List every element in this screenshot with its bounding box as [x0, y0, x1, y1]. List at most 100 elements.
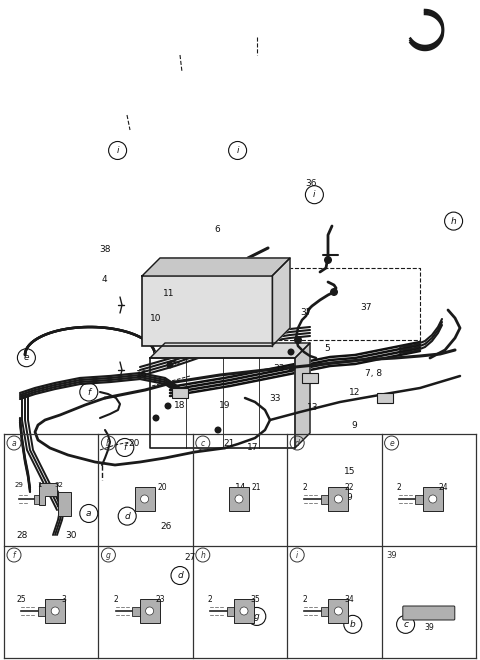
Text: 14: 14	[235, 482, 247, 492]
Text: 9: 9	[351, 420, 357, 430]
Text: 6: 6	[214, 225, 220, 234]
FancyBboxPatch shape	[423, 487, 443, 511]
Text: h: h	[451, 216, 456, 226]
Text: 21: 21	[223, 438, 235, 447]
Text: 13: 13	[307, 403, 319, 412]
Text: i: i	[313, 190, 316, 199]
Text: 39: 39	[386, 550, 397, 560]
Text: 26: 26	[160, 522, 171, 531]
Text: 37: 37	[300, 308, 312, 317]
Text: b: b	[350, 620, 356, 629]
Circle shape	[335, 495, 342, 503]
Text: 12: 12	[348, 387, 360, 397]
Text: 10: 10	[150, 314, 162, 323]
FancyBboxPatch shape	[328, 599, 348, 623]
Text: 11: 11	[163, 288, 175, 298]
FancyBboxPatch shape	[321, 494, 330, 504]
Text: 4: 4	[102, 275, 108, 284]
Text: 2: 2	[302, 482, 307, 492]
Text: c: c	[201, 438, 205, 447]
Text: 39: 39	[424, 622, 433, 632]
Text: 24: 24	[439, 482, 448, 492]
Text: i: i	[116, 146, 119, 155]
Text: d: d	[124, 512, 130, 521]
Text: 19: 19	[219, 401, 230, 410]
FancyBboxPatch shape	[227, 607, 236, 616]
FancyBboxPatch shape	[132, 607, 141, 616]
FancyBboxPatch shape	[38, 607, 47, 616]
Text: 28: 28	[16, 531, 27, 541]
Text: 34: 34	[345, 595, 354, 603]
Text: g: g	[106, 550, 111, 560]
Text: g: g	[254, 612, 260, 621]
Circle shape	[288, 348, 295, 356]
Circle shape	[294, 336, 302, 344]
FancyBboxPatch shape	[415, 494, 424, 504]
Text: d: d	[295, 438, 300, 447]
Text: 9: 9	[347, 493, 352, 502]
Text: b: b	[106, 438, 111, 447]
FancyBboxPatch shape	[229, 487, 249, 511]
Polygon shape	[272, 258, 290, 346]
FancyBboxPatch shape	[377, 393, 393, 403]
Text: 20: 20	[157, 482, 167, 492]
Circle shape	[141, 495, 149, 503]
Text: 25: 25	[16, 595, 26, 603]
Circle shape	[288, 364, 296, 372]
Text: f: f	[123, 443, 126, 452]
Text: 20: 20	[129, 438, 140, 447]
Text: 15: 15	[344, 467, 355, 476]
Text: 37: 37	[360, 303, 372, 312]
FancyBboxPatch shape	[172, 388, 188, 398]
FancyBboxPatch shape	[34, 494, 43, 504]
Text: 1: 1	[37, 482, 41, 488]
Text: 18: 18	[174, 401, 186, 410]
Circle shape	[330, 288, 338, 296]
FancyBboxPatch shape	[328, 487, 348, 511]
Text: i: i	[296, 550, 298, 560]
Text: 22: 22	[345, 482, 354, 492]
Text: 16: 16	[136, 370, 147, 380]
Polygon shape	[295, 343, 310, 448]
Text: 2: 2	[113, 595, 118, 603]
FancyBboxPatch shape	[403, 606, 455, 620]
Text: 21: 21	[252, 482, 262, 492]
Text: 3: 3	[61, 595, 66, 603]
Text: 5: 5	[324, 344, 330, 353]
Text: 2: 2	[302, 595, 307, 603]
Circle shape	[167, 362, 173, 368]
FancyBboxPatch shape	[234, 599, 254, 623]
Text: 29: 29	[15, 482, 24, 488]
Circle shape	[324, 256, 332, 264]
FancyBboxPatch shape	[134, 487, 155, 511]
Text: 2: 2	[208, 595, 212, 603]
Text: 32: 32	[55, 482, 64, 488]
Circle shape	[51, 607, 59, 615]
Polygon shape	[150, 343, 310, 358]
Circle shape	[145, 607, 154, 615]
FancyBboxPatch shape	[45, 599, 65, 623]
Circle shape	[215, 426, 221, 434]
Circle shape	[235, 495, 243, 503]
Text: 7, 8: 7, 8	[365, 369, 382, 378]
Circle shape	[429, 495, 437, 503]
Text: c: c	[403, 620, 408, 629]
Text: e: e	[24, 353, 29, 362]
Text: 33: 33	[274, 364, 285, 373]
Text: 27: 27	[184, 552, 195, 562]
Circle shape	[240, 607, 248, 615]
Text: e: e	[389, 438, 394, 447]
Text: a: a	[12, 438, 16, 447]
Text: i: i	[236, 146, 239, 155]
Text: f: f	[87, 387, 90, 397]
Circle shape	[335, 607, 342, 615]
Circle shape	[165, 403, 171, 409]
Polygon shape	[39, 483, 57, 505]
Text: 35: 35	[250, 595, 260, 603]
Text: h: h	[200, 550, 205, 560]
Text: 36: 36	[305, 179, 317, 188]
Text: f: f	[12, 550, 15, 560]
Text: d: d	[177, 571, 183, 580]
FancyBboxPatch shape	[142, 276, 272, 346]
FancyBboxPatch shape	[321, 607, 330, 616]
